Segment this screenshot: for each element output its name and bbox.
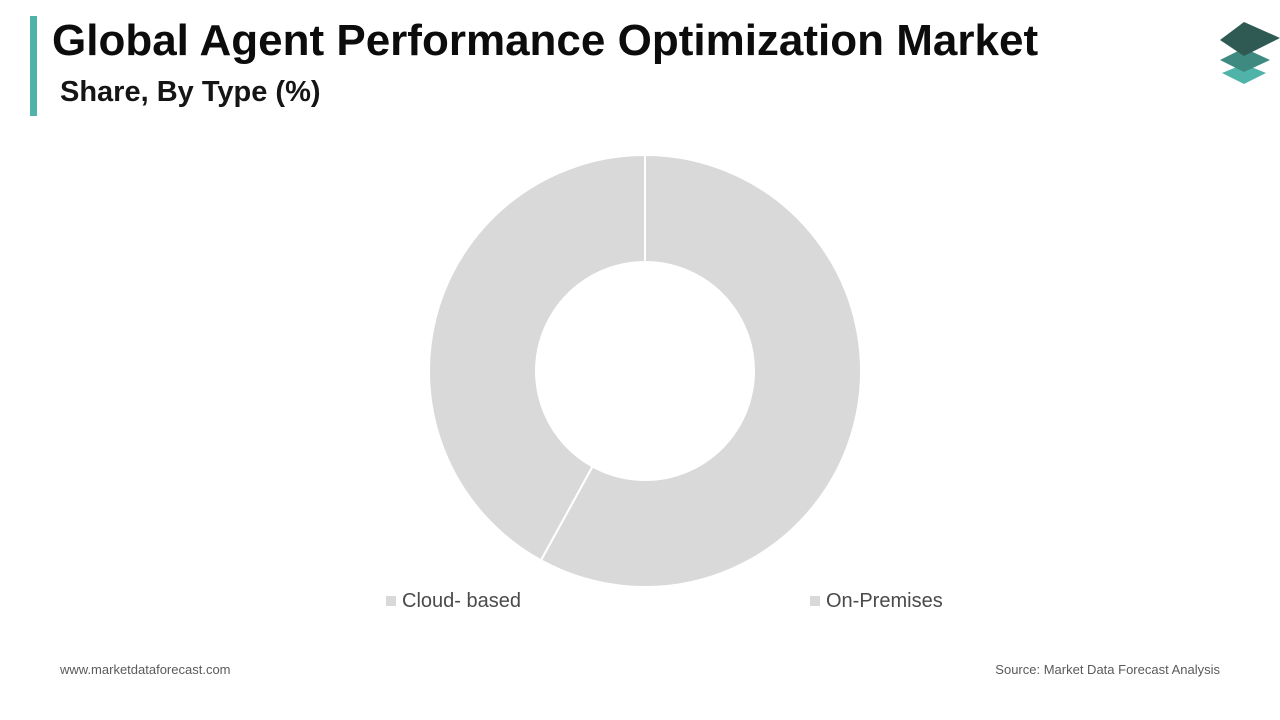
legend-label-on-premises: On-Premises [826, 589, 943, 612]
title-accent-bar [30, 16, 37, 116]
chart-subtitle: Share, By Type (%) [60, 76, 321, 108]
logo-top-layer [1220, 22, 1280, 56]
donut-slice-cloud-based [428, 153, 646, 562]
legend-item-on-premises: On-Premises [810, 588, 943, 614]
legend-label-cloud-based: Cloud- based [402, 589, 521, 612]
legend-swatch-on-premises [810, 596, 820, 606]
donut-slice-on-premises [539, 153, 862, 588]
legend-item-cloud-based: Cloud- based [386, 588, 521, 614]
chart-title: Global Agent Performance Optimization Ma… [52, 16, 1039, 65]
logo-bottom-layer [1222, 64, 1266, 84]
footer-website: www.marketdataforecast.com [60, 662, 231, 677]
logo-middle-layer [1220, 48, 1270, 72]
layers-logo-icon [1220, 22, 1280, 84]
legend-swatch-cloud-based [386, 596, 396, 606]
footer-source: Source: Market Data Forecast Analysis [995, 662, 1220, 677]
